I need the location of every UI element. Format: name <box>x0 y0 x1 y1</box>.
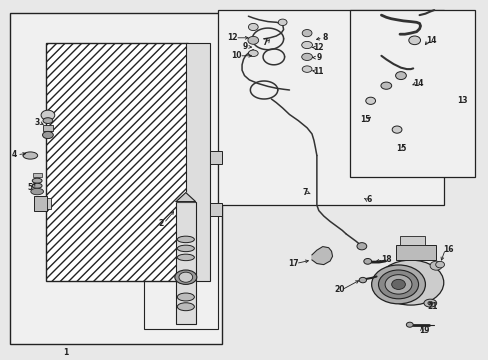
Bar <box>210 203 222 216</box>
Bar <box>349 10 474 177</box>
Ellipse shape <box>177 236 194 243</box>
Bar <box>34 196 47 211</box>
Ellipse shape <box>371 265 425 304</box>
Ellipse shape <box>32 178 42 183</box>
Ellipse shape <box>377 260 443 305</box>
Ellipse shape <box>302 66 311 72</box>
Text: 19: 19 <box>418 326 429 335</box>
Bar <box>43 125 53 131</box>
Ellipse shape <box>408 36 420 45</box>
Text: 14: 14 <box>412 79 423 88</box>
Ellipse shape <box>391 279 405 289</box>
Text: 11: 11 <box>313 67 324 76</box>
Text: 18: 18 <box>380 256 391 264</box>
Text: 15: 15 <box>395 144 406 153</box>
Text: 7: 7 <box>262 38 267 47</box>
Ellipse shape <box>177 254 194 261</box>
Ellipse shape <box>395 72 406 80</box>
Ellipse shape <box>365 97 375 104</box>
Bar <box>217 10 443 205</box>
Ellipse shape <box>378 270 418 299</box>
Text: 7: 7 <box>302 188 307 197</box>
Ellipse shape <box>380 82 391 89</box>
Bar <box>144 153 217 329</box>
Text: 21: 21 <box>427 302 437 311</box>
Bar <box>33 173 41 177</box>
Text: 1: 1 <box>63 348 68 356</box>
Ellipse shape <box>175 270 196 284</box>
Text: 20: 20 <box>333 285 344 294</box>
Ellipse shape <box>177 245 194 252</box>
Text: 15: 15 <box>360 115 370 124</box>
Text: 17: 17 <box>287 259 298 268</box>
Ellipse shape <box>23 152 38 159</box>
Bar <box>395 245 435 260</box>
Text: 12: 12 <box>227 33 238 42</box>
Bar <box>399 236 425 245</box>
Text: 9: 9 <box>243 42 247 51</box>
Text: 10: 10 <box>231 51 242 60</box>
Ellipse shape <box>358 277 366 283</box>
Bar <box>47 198 51 209</box>
Ellipse shape <box>384 275 411 294</box>
Text: 4: 4 <box>12 150 17 159</box>
Ellipse shape <box>31 188 43 195</box>
Text: 16: 16 <box>442 245 452 253</box>
Text: 13: 13 <box>456 96 467 105</box>
Ellipse shape <box>429 261 441 270</box>
Ellipse shape <box>301 53 312 60</box>
Ellipse shape <box>302 30 311 37</box>
Ellipse shape <box>427 301 432 305</box>
Ellipse shape <box>301 41 312 49</box>
Ellipse shape <box>356 243 366 250</box>
Ellipse shape <box>247 36 258 44</box>
Ellipse shape <box>32 183 42 188</box>
Text: 6: 6 <box>366 195 371 204</box>
Bar <box>210 151 222 164</box>
Text: 12: 12 <box>313 43 324 52</box>
Text: 5: 5 <box>28 183 33 192</box>
Text: 3: 3 <box>34 118 39 127</box>
Bar <box>185 43 210 281</box>
Ellipse shape <box>177 293 194 301</box>
Ellipse shape <box>42 131 53 139</box>
Polygon shape <box>176 193 195 202</box>
Ellipse shape <box>423 299 436 307</box>
Text: 9: 9 <box>316 53 321 62</box>
Text: 8: 8 <box>322 33 327 42</box>
Ellipse shape <box>177 303 194 311</box>
Ellipse shape <box>179 272 192 282</box>
Ellipse shape <box>248 50 258 57</box>
Ellipse shape <box>435 261 444 268</box>
Ellipse shape <box>278 19 286 26</box>
Ellipse shape <box>406 322 412 327</box>
Ellipse shape <box>43 118 53 123</box>
Bar <box>176 202 195 324</box>
Ellipse shape <box>363 258 371 264</box>
Ellipse shape <box>391 126 401 133</box>
Bar <box>46 43 188 281</box>
Ellipse shape <box>248 23 258 31</box>
Text: 2: 2 <box>159 219 163 228</box>
Bar <box>10 13 222 344</box>
Polygon shape <box>311 247 332 265</box>
Text: 14: 14 <box>425 36 436 45</box>
Ellipse shape <box>41 110 55 120</box>
